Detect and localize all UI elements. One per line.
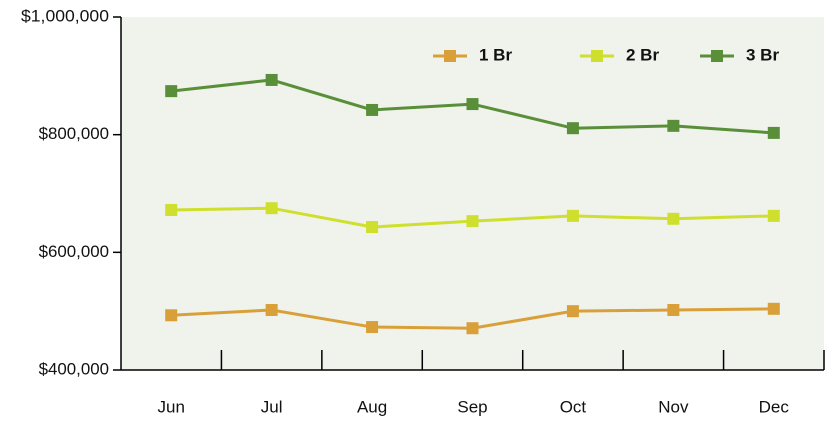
point-marker [566, 122, 579, 135]
point-marker [165, 203, 178, 216]
point-marker [667, 212, 680, 225]
point-marker [566, 305, 579, 318]
point-marker [466, 322, 479, 335]
x-tick-label: Dec [759, 397, 790, 416]
point-marker [767, 209, 780, 222]
x-tick-label: Aug [357, 397, 387, 416]
legend-label: 3 Br [746, 45, 779, 64]
point-marker [667, 303, 680, 316]
legend-marker [444, 50, 456, 62]
point-marker [265, 303, 278, 316]
legend-marker [591, 50, 603, 62]
legend-label: 2 Br [626, 45, 659, 64]
y-tick-label: $400,000 [39, 359, 109, 378]
x-tick-label: Oct [560, 397, 587, 416]
x-tick-label: Sep [457, 397, 487, 416]
x-tick-label: Nov [658, 397, 689, 416]
point-marker [667, 119, 680, 132]
legend-label: 1 Br [479, 45, 512, 64]
point-marker [165, 85, 178, 98]
point-marker [466, 98, 479, 111]
point-marker [767, 302, 780, 315]
point-marker [265, 202, 278, 215]
plot-area [121, 17, 824, 370]
point-marker [566, 209, 579, 222]
x-tick-label: Jul [261, 397, 283, 416]
point-marker [466, 215, 479, 228]
point-marker [165, 309, 178, 322]
point-marker [265, 73, 278, 86]
point-marker [366, 103, 379, 116]
y-tick-label: $600,000 [39, 242, 109, 261]
x-tick-label: Jun [158, 397, 185, 416]
y-tick-label: $1,000,000 [21, 6, 109, 25]
y-tick-label: $800,000 [39, 124, 109, 143]
legend-marker [711, 50, 723, 62]
point-marker [767, 126, 780, 139]
point-marker [366, 221, 379, 234]
point-marker [366, 321, 379, 334]
